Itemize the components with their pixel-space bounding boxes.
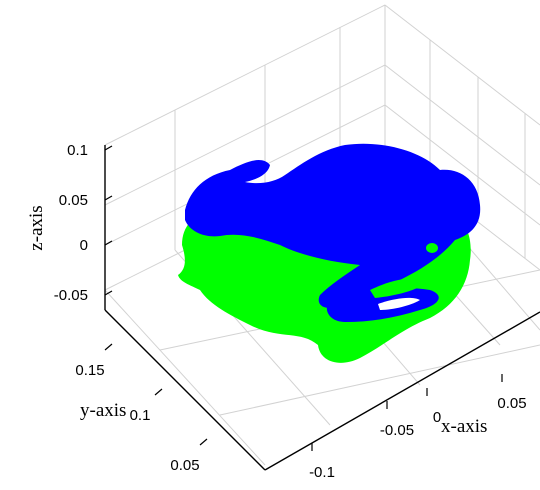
cloud-gaps <box>370 243 438 310</box>
z-axis-ticks: 0.1 0.05 0 -0.05 <box>54 142 113 304</box>
z-tick-label-mark <box>104 145 113 151</box>
y-tick-label: 0.05 <box>170 457 199 474</box>
axes <box>104 145 540 471</box>
z-tick-label-mark <box>104 195 113 201</box>
y-tick-label-mark <box>199 438 208 446</box>
z-tick-label: -0.05 <box>54 287 88 304</box>
z-tick-label: 0.05 <box>59 192 88 209</box>
x-tick-label: 0.05 <box>497 395 526 412</box>
z-tick-label-mark <box>104 240 113 246</box>
z-tick-label-mark <box>104 290 113 296</box>
y-axis-ticks: 0.05 0.1 0.15 <box>75 343 208 474</box>
z-tick-label: 0 <box>80 237 88 254</box>
y-axis-label: y-axis <box>80 400 126 421</box>
x-tick-label: -0.05 <box>380 422 414 439</box>
y-tick-label-mark <box>154 388 163 396</box>
z-axis-label: z-axis <box>26 205 47 250</box>
x-tick-label: -0.1 <box>309 464 335 481</box>
z-tick-label: 0.1 <box>67 142 88 159</box>
x-axis-ticks: -0.1 -0.05 0 0.05 <box>309 374 527 481</box>
x-tick-label: 0 <box>433 409 441 426</box>
y-tick-label: 0.1 <box>130 407 151 424</box>
y-tick-label-mark <box>104 343 113 351</box>
y-tick-label: 0.15 <box>75 362 104 379</box>
x-axis-label: x-axis <box>441 416 487 437</box>
